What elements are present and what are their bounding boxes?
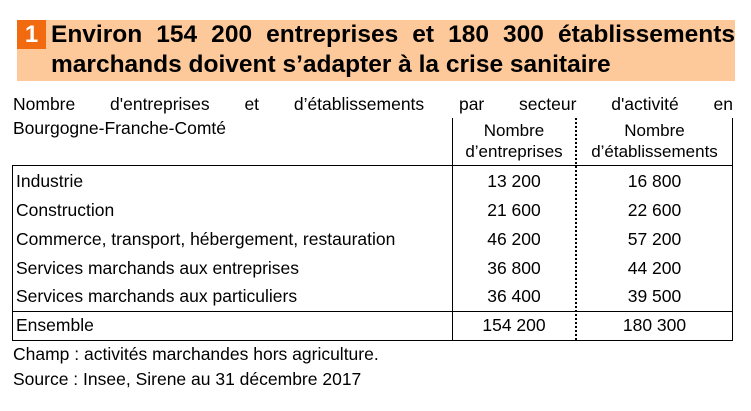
row-label: Services marchands aux entreprises bbox=[16, 258, 300, 278]
figure-number-badge: 1 bbox=[17, 20, 46, 49]
row-label: Commerce, transport, hébergement, restau… bbox=[16, 229, 396, 249]
column-divider-1 bbox=[452, 118, 453, 340]
table-row: Construction 21 600 22 600 bbox=[12, 196, 732, 225]
row-label: Ensemble bbox=[16, 315, 94, 335]
column-header-etablissements: Nombre d’établissements bbox=[577, 120, 732, 162]
row-label: Construction bbox=[16, 200, 115, 220]
column-header-entreprises: Nombre d’entreprises bbox=[453, 120, 575, 162]
cell-etablissements: 22 600 bbox=[627, 200, 682, 220]
row-label: Industrie bbox=[16, 171, 84, 191]
cell-entreprises: 36 400 bbox=[487, 286, 541, 306]
header-rule bbox=[12, 165, 733, 166]
scope-note: Champ : activités marchandes hors agricu… bbox=[13, 344, 379, 364]
cell-etablissements: 57 200 bbox=[627, 229, 682, 249]
cell-etablissements: 44 200 bbox=[627, 258, 682, 278]
table-row: Industrie 13 200 16 800 bbox=[12, 167, 732, 196]
cell-etablissements: 39 500 bbox=[627, 286, 682, 306]
table-row-total: Ensemble 154 200 180 300 bbox=[12, 311, 732, 340]
total-rule-top bbox=[12, 311, 733, 312]
column-header-line2: d’établissements bbox=[591, 142, 718, 161]
title-banner bbox=[17, 20, 735, 81]
column-header-line1: Nombre bbox=[624, 121, 685, 140]
data-table: Nombre d’entreprises Nombre d’établissem… bbox=[12, 118, 733, 341]
row-label: Services marchands aux particuliers bbox=[16, 286, 298, 306]
cell-etablissements: 180 300 bbox=[622, 315, 687, 335]
table-row: Commerce, transport, hébergement, restau… bbox=[12, 225, 732, 254]
table-row: Services marchands aux entreprises 36 80… bbox=[12, 254, 732, 283]
cell-entreprises: 36 800 bbox=[487, 258, 541, 278]
table-subtitle: Nombre d'entreprises et d’établissements… bbox=[13, 92, 733, 140]
table-border-left bbox=[12, 166, 13, 340]
table-border-right bbox=[732, 118, 733, 340]
source-note: Source : Insee, Sirene au 31 décembre 20… bbox=[13, 369, 362, 389]
subtitle-line2: Bourgogne-Franche-Comté bbox=[13, 118, 227, 138]
figure-title: Environ 154 200 entreprises et 180 300 é… bbox=[51, 20, 735, 80]
figure-title-line2: marchands doivent s’adapter à la crise s… bbox=[51, 51, 611, 78]
subtitle-line1: Nombre d'entreprises et d’établissements… bbox=[13, 94, 733, 114]
column-header-line1: Nombre bbox=[483, 121, 545, 140]
column-divider-dotted bbox=[575, 118, 577, 340]
table-bottom-rule bbox=[12, 340, 733, 341]
figure-title-line1: Environ 154 200 entreprises et 180 300 é… bbox=[51, 21, 735, 48]
cell-entreprises: 154 200 bbox=[482, 315, 546, 335]
table-row: Services marchands aux particuliers 36 4… bbox=[12, 282, 732, 311]
table-notes: Champ : activités marchandes hors agricu… bbox=[13, 342, 379, 392]
cell-etablissements: 16 800 bbox=[627, 171, 682, 191]
cell-entreprises: 13 200 bbox=[487, 171, 541, 191]
column-header-line2: d’entreprises bbox=[465, 142, 563, 161]
cell-entreprises: 46 200 bbox=[487, 229, 541, 249]
cell-entreprises: 21 600 bbox=[487, 200, 541, 220]
